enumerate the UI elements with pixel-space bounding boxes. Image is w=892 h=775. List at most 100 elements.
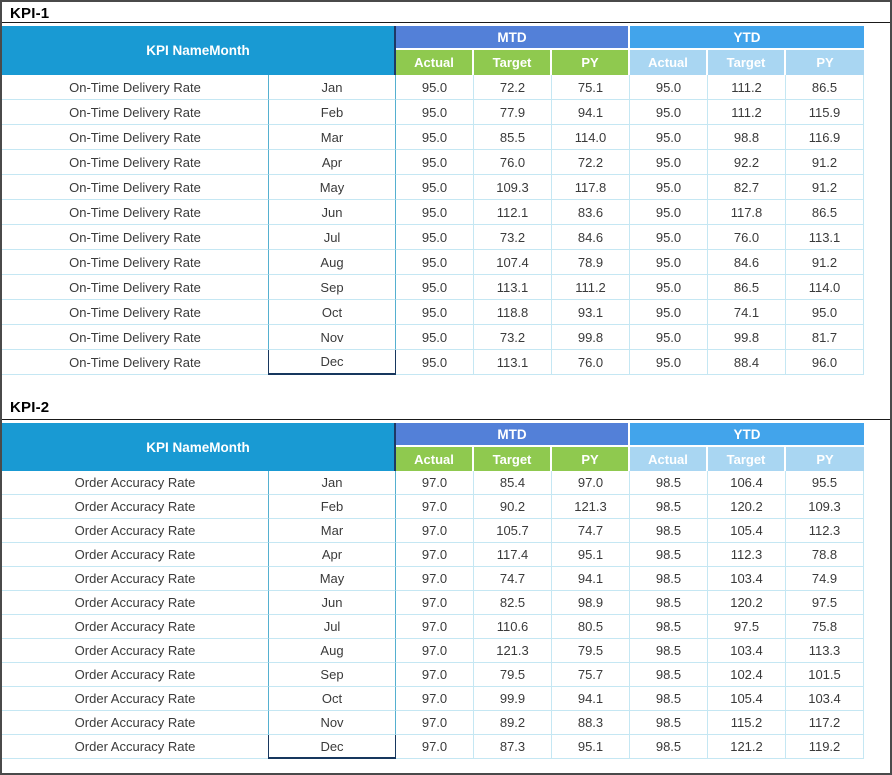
ytd-target-cell[interactable]: 105.4 — [708, 519, 786, 543]
mtd-actual-cell[interactable]: 97.0 — [396, 735, 474, 759]
month-cell[interactable]: Aug — [268, 639, 396, 663]
kpi-name-cell[interactable]: Order Accuracy Rate — [2, 615, 268, 639]
mtd-target-cell[interactable]: 113.1 — [474, 350, 552, 375]
ytd-target-cell[interactable]: 76.0 — [708, 225, 786, 250]
mtd-target-cell[interactable]: 121.3 — [474, 639, 552, 663]
mtd-header[interactable]: MTD — [396, 423, 630, 447]
mtd-actual-cell[interactable]: 97.0 — [396, 567, 474, 591]
kpi-name-cell[interactable]: On-Time Delivery Rate — [2, 100, 268, 125]
month-cell[interactable]: Jan — [268, 75, 396, 100]
ytd-py-cell[interactable]: 101.5 — [786, 663, 864, 687]
ytd-target-cell[interactable]: 112.3 — [708, 543, 786, 567]
mtd-actual-cell[interactable]: 97.0 — [396, 639, 474, 663]
mtd-target-cell[interactable]: 79.5 — [474, 663, 552, 687]
ytd-actual-cell[interactable]: 98.5 — [630, 687, 708, 711]
month-cell[interactable]: Feb — [268, 495, 396, 519]
kpi-name-cell[interactable]: Order Accuracy Rate — [2, 687, 268, 711]
ytd-target-cell[interactable]: 97.5 — [708, 615, 786, 639]
mtd-target-cell[interactable]: 85.5 — [474, 125, 552, 150]
mtd-actual-cell[interactable]: 95.0 — [396, 275, 474, 300]
ytd-py-header[interactable]: PY — [786, 447, 864, 471]
kpi-name-header[interactable]: KPI Name — [146, 439, 210, 455]
ytd-target-cell[interactable]: 102.4 — [708, 663, 786, 687]
ytd-target-cell[interactable]: 111.2 — [708, 100, 786, 125]
mtd-py-cell[interactable]: 93.1 — [552, 300, 630, 325]
mtd-target-cell[interactable]: 118.8 — [474, 300, 552, 325]
mtd-actual-cell[interactable]: 95.0 — [396, 175, 474, 200]
mtd-actual-cell[interactable]: 97.0 — [396, 495, 474, 519]
ytd-py-cell[interactable]: 116.9 — [786, 125, 864, 150]
ytd-py-cell[interactable]: 86.5 — [786, 75, 864, 100]
ytd-target-cell[interactable]: 92.2 — [708, 150, 786, 175]
kpi-name-cell[interactable]: On-Time Delivery Rate — [2, 75, 268, 100]
ytd-target-cell[interactable]: 86.5 — [708, 275, 786, 300]
mtd-actual-cell[interactable]: 97.0 — [396, 687, 474, 711]
kpi-name-cell[interactable]: Order Accuracy Rate — [2, 567, 268, 591]
month-cell[interactable]: Jun — [268, 591, 396, 615]
mtd-actual-cell[interactable]: 95.0 — [396, 125, 474, 150]
ytd-target-cell[interactable]: 111.2 — [708, 75, 786, 100]
month-cell[interactable]: Oct — [268, 300, 396, 325]
month-cell[interactable]: Jul — [268, 225, 396, 250]
kpi-name-cell[interactable]: Order Accuracy Rate — [2, 471, 268, 495]
ytd-target-cell[interactable]: 120.2 — [708, 591, 786, 615]
mtd-target-cell[interactable]: 77.9 — [474, 100, 552, 125]
month-header[interactable]: Month — [209, 439, 250, 455]
mtd-target-cell[interactable]: 99.9 — [474, 687, 552, 711]
ytd-actual-header[interactable]: Actual — [630, 447, 708, 471]
ytd-target-cell[interactable]: 105.4 — [708, 687, 786, 711]
ytd-actual-cell[interactable]: 98.5 — [630, 663, 708, 687]
mtd-py-cell[interactable]: 72.2 — [552, 150, 630, 175]
kpi-name-cell[interactable]: Order Accuracy Rate — [2, 543, 268, 567]
ytd-target-cell[interactable]: 99.8 — [708, 325, 786, 350]
ytd-actual-cell[interactable]: 98.5 — [630, 567, 708, 591]
mtd-actual-cell[interactable]: 97.0 — [396, 543, 474, 567]
mtd-target-cell[interactable]: 113.1 — [474, 275, 552, 300]
ytd-target-cell[interactable]: 103.4 — [708, 567, 786, 591]
ytd-py-cell[interactable]: 75.8 — [786, 615, 864, 639]
mtd-py-cell[interactable]: 79.5 — [552, 639, 630, 663]
ytd-actual-cell[interactable]: 98.5 — [630, 615, 708, 639]
ytd-target-cell[interactable]: 103.4 — [708, 639, 786, 663]
mtd-target-cell[interactable]: 89.2 — [474, 711, 552, 735]
mtd-py-cell[interactable]: 95.1 — [552, 735, 630, 759]
mtd-actual-cell[interactable]: 95.0 — [396, 300, 474, 325]
kpi-name-cell[interactable]: Order Accuracy Rate — [2, 663, 268, 687]
kpi-name-cell[interactable]: Order Accuracy Rate — [2, 495, 268, 519]
month-cell[interactable]: Apr — [268, 543, 396, 567]
mtd-target-cell[interactable]: 87.3 — [474, 735, 552, 759]
kpi-name-cell[interactable]: On-Time Delivery Rate — [2, 250, 268, 275]
mtd-py-cell[interactable]: 88.3 — [552, 711, 630, 735]
mtd-actual-cell[interactable]: 97.0 — [396, 471, 474, 495]
mtd-py-cell[interactable]: 117.8 — [552, 175, 630, 200]
kpi-name-cell[interactable]: On-Time Delivery Rate — [2, 325, 268, 350]
ytd-target-cell[interactable]: 74.1 — [708, 300, 786, 325]
ytd-actual-cell[interactable]: 98.5 — [630, 711, 708, 735]
mtd-actual-cell[interactable]: 95.0 — [396, 200, 474, 225]
mtd-py-header[interactable]: PY — [552, 447, 630, 471]
table-title-kpi2[interactable]: KPI-2 — [10, 399, 50, 416]
kpi-name-cell[interactable]: On-Time Delivery Rate — [2, 125, 268, 150]
mtd-target-cell[interactable]: 109.3 — [474, 175, 552, 200]
mtd-py-cell[interactable]: 114.0 — [552, 125, 630, 150]
mtd-py-cell[interactable]: 98.9 — [552, 591, 630, 615]
mtd-py-cell[interactable]: 99.8 — [552, 325, 630, 350]
ytd-target-cell[interactable]: 106.4 — [708, 471, 786, 495]
mtd-target-cell[interactable]: 105.7 — [474, 519, 552, 543]
mtd-target-cell[interactable]: 90.2 — [474, 495, 552, 519]
ytd-actual-cell[interactable]: 95.0 — [630, 300, 708, 325]
mtd-actual-cell[interactable]: 95.0 — [396, 225, 474, 250]
mtd-target-cell[interactable]: 85.4 — [474, 471, 552, 495]
ytd-target-cell[interactable]: 121.2 — [708, 735, 786, 759]
ytd-target-cell[interactable]: 84.6 — [708, 250, 786, 275]
ytd-py-cell[interactable]: 97.5 — [786, 591, 864, 615]
kpi-name-cell[interactable]: On-Time Delivery Rate — [2, 350, 268, 375]
kpi-name-cell[interactable]: Order Accuracy Rate — [2, 591, 268, 615]
mtd-py-cell[interactable]: 121.3 — [552, 495, 630, 519]
month-cell[interactable]: Oct — [268, 687, 396, 711]
mtd-py-cell[interactable]: 97.0 — [552, 471, 630, 495]
ytd-actual-cell[interactable]: 95.0 — [630, 225, 708, 250]
month-cell[interactable]: Dec — [268, 735, 396, 759]
month-cell[interactable]: May — [268, 175, 396, 200]
mtd-actual-cell[interactable]: 95.0 — [396, 150, 474, 175]
